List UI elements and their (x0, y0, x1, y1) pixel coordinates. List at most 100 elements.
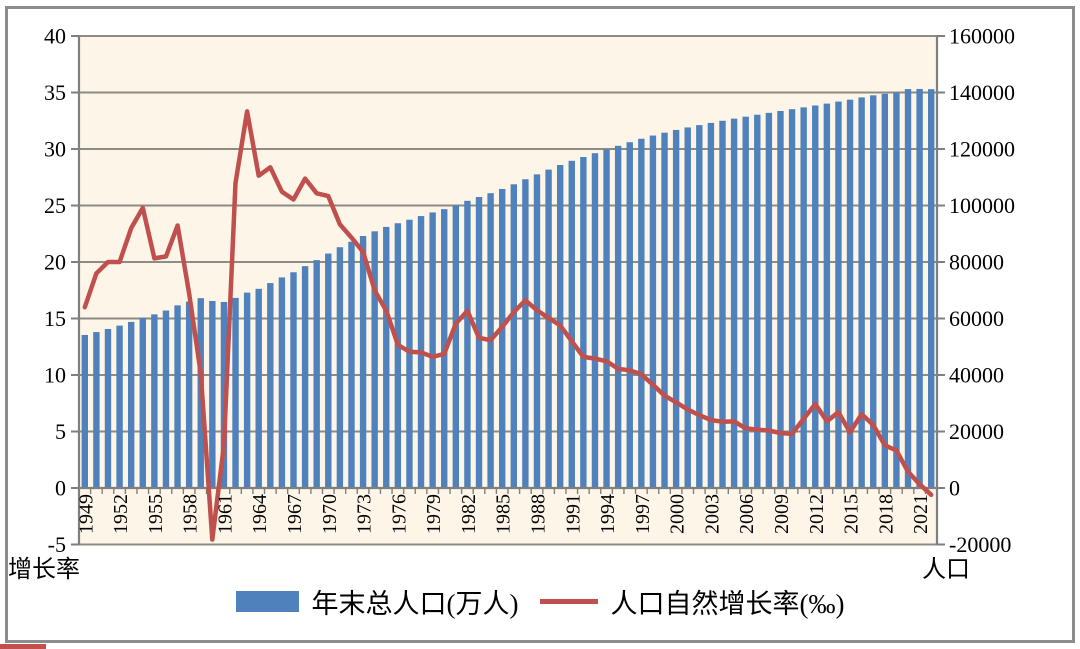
population-bar (788, 109, 796, 488)
population-bar (916, 88, 923, 489)
left-axis-title: 增长率 (8, 557, 80, 583)
population-bar (730, 118, 738, 488)
legend-bar-swatch (235, 591, 299, 612)
population-bar (162, 310, 170, 488)
population-bar (348, 241, 355, 488)
population-bar (870, 95, 877, 488)
population-bar (243, 292, 251, 488)
left-axis-tick-label: 20 (44, 250, 66, 275)
x-axis-year-label: 2006 (736, 494, 758, 534)
population-bar (661, 132, 668, 489)
x-axis-year-label: 2015 (841, 494, 863, 534)
population-bar (429, 212, 436, 488)
right-axis-tick-label: 0 (949, 476, 960, 501)
population-bar (313, 260, 320, 488)
x-axis-year-label: 2012 (806, 494, 828, 534)
population-bar (499, 188, 506, 488)
population-bar (301, 266, 309, 488)
legend-line-swatch (539, 599, 598, 604)
right-axis-tick-label: 20000 (949, 419, 1004, 444)
population-bar (928, 89, 935, 488)
right-axis-tick-label: 160000 (949, 24, 1015, 49)
population-bar (325, 253, 332, 488)
x-axis-year-label: 1961 (214, 494, 236, 534)
population-bar (719, 120, 726, 488)
population-bar (614, 145, 622, 488)
x-axis-year-label: 2000 (667, 494, 689, 534)
population-bar (174, 305, 181, 488)
population-bar (394, 223, 402, 488)
population-bar (255, 288, 262, 488)
population-bar (139, 317, 146, 488)
population-bar (568, 160, 575, 488)
population-bar (684, 127, 691, 488)
left-axis-tick-label: 35 (44, 80, 66, 105)
growth-rate-line (82, 109, 934, 542)
x-axis-year-label: 1970 (319, 494, 341, 534)
left-axis-tick-label: 0 (55, 476, 66, 501)
population-bar (93, 332, 100, 488)
population-bar (893, 92, 900, 489)
red-corner-mark (0, 644, 46, 649)
population-bar (545, 169, 552, 488)
population-bar (336, 247, 344, 488)
population-bar (765, 112, 773, 488)
right-axis-tick-label: 120000 (949, 137, 1015, 162)
x-axis-year-label: 1958 (180, 494, 202, 534)
population-bar (151, 314, 158, 488)
x-axis-year-label: 1976 (388, 494, 410, 534)
x-axis-year-label: 1991 (562, 494, 584, 534)
population-bar (881, 93, 889, 489)
population-bar (290, 272, 297, 488)
population-bar (580, 156, 587, 488)
population-bar (835, 101, 842, 488)
x-axis-year-label: 1964 (249, 494, 271, 534)
legend-bar-label: 年末总人口(万人) (311, 589, 519, 619)
population-bar (846, 99, 854, 488)
population-bar (533, 174, 541, 488)
left-axis-tick-label: 10 (44, 363, 66, 388)
x-axis-year-label: 1967 (284, 494, 306, 534)
right-axis-tick-label: -20000 (949, 532, 1011, 557)
left-axis-tick-label: 5 (55, 419, 66, 444)
x-axis-year-label: 2018 (875, 494, 897, 534)
left-axis-tick-label: 40 (44, 24, 66, 49)
x-axis-year-label: 2021 (910, 494, 932, 534)
right-axis-tick-label: 80000 (949, 250, 1004, 275)
population-bar (591, 153, 599, 489)
left-axis-tick-label: 25 (44, 193, 66, 218)
population-bar (707, 122, 715, 489)
population-bar (823, 103, 831, 488)
population-bar (383, 226, 390, 488)
population-bar (510, 184, 517, 488)
left-axis-tick-label: 30 (44, 137, 66, 162)
population-bar (904, 89, 912, 488)
population-bar (742, 116, 749, 489)
x-axis-year-label: 2003 (701, 494, 723, 534)
x-axis-year-label: 2009 (771, 494, 793, 534)
population-bar (185, 301, 193, 488)
left-axis-tick-label: 15 (44, 306, 66, 331)
x-axis-year-label: 1994 (597, 494, 619, 534)
population-bar (464, 200, 471, 488)
population-bar (116, 325, 123, 488)
legend: 年末总人口(万人) 人口自然增长率(‰) (0, 582, 1080, 621)
population-bar (127, 321, 135, 488)
population-bar (232, 297, 239, 488)
population-bar (649, 135, 657, 488)
x-axis-year-label: 1949 (75, 494, 97, 534)
population-bar (278, 277, 286, 488)
x-axis-year-label: 1979 (423, 494, 445, 534)
population-bar (754, 114, 761, 489)
population-bar (81, 334, 88, 488)
population-bar (104, 328, 112, 488)
population-bar (452, 205, 460, 488)
population-bar (812, 105, 819, 488)
legend-line-label: 人口自然增长率(‰) (610, 589, 845, 619)
population-bar (858, 97, 865, 488)
population-bar (696, 125, 703, 489)
population-bar (638, 138, 645, 489)
population-bar (626, 142, 633, 488)
